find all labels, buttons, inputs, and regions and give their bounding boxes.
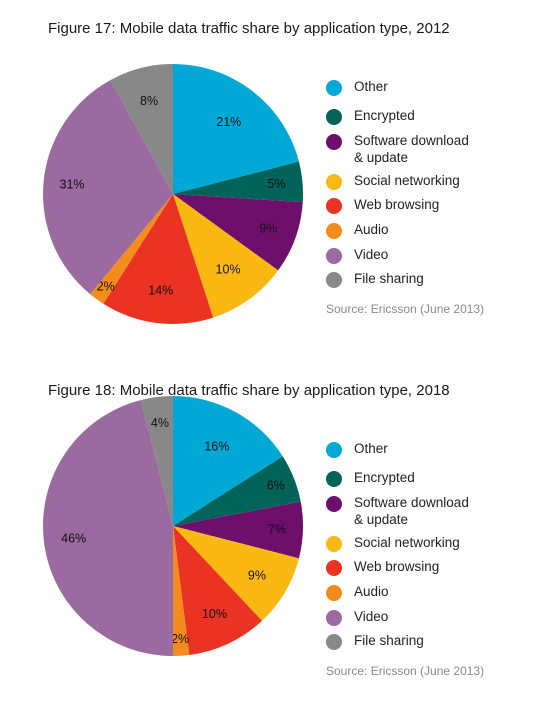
legend-label: Social networking: [354, 173, 460, 188]
legend-swatch: [326, 109, 342, 125]
source-note: Source: Ericsson (June 2013): [326, 664, 485, 678]
legend-label: File sharing: [354, 271, 424, 286]
pie-slice-audio: [173, 526, 190, 656]
pie-chart: 21% 5% 9% 10% 14% 2% 31% 8%: [42, 64, 303, 324]
slice-label-software-download: 7%: [268, 522, 286, 536]
pie-slice-other: [173, 64, 299, 194]
pie-slice-video: [42, 400, 174, 656]
legend-swatch: [326, 174, 342, 190]
source-note: Source: Ericsson (June 2013): [326, 302, 485, 316]
legend-item-software-download: Software download & update: [326, 494, 469, 528]
legend-label: File sharing: [354, 633, 424, 648]
pie-slice-encrypted: [173, 456, 301, 526]
legend-item-social-networking: Social networking: [326, 534, 460, 552]
slice-label-video: 31%: [60, 177, 85, 191]
legend-swatch: [326, 80, 342, 96]
legend-swatch: [326, 560, 342, 576]
pie-slice-file-sharing: [110, 64, 173, 194]
pie-chart: 16% 6% 7% 9% 10% 2% 46% 4%: [42, 396, 303, 656]
pie-slice-social-networking: [173, 526, 299, 621]
legend-item-audio: Audio: [326, 583, 389, 601]
legend-label: Video: [354, 247, 389, 262]
slice-label-audio: 2%: [171, 632, 189, 646]
legend-item-other: Other: [326, 440, 388, 458]
legend-label: Audio: [354, 584, 389, 599]
legend-item-social-networking: Social networking: [326, 172, 460, 190]
pie-slice-web-browsing: [173, 526, 262, 655]
slice-label-video: 46%: [61, 532, 86, 546]
legend-swatch: [326, 471, 342, 487]
legend-label: Encrypted: [354, 108, 415, 123]
legend-label: Other: [354, 79, 388, 94]
pie-slice-social-networking: [173, 194, 279, 318]
legend-item-web-browsing: Web browsing: [326, 558, 439, 576]
slice-label-file-sharing: 4%: [151, 416, 169, 430]
legend-item-other: Other: [326, 78, 388, 96]
slice-label-social-networking: 10%: [216, 263, 241, 277]
legend-swatch: [326, 223, 342, 239]
legend-item-video: Video: [326, 608, 388, 626]
legend-swatch: [326, 536, 342, 552]
chart-title: Figure 18: Mobile data traffic share by …: [48, 382, 450, 399]
legend-label: Encrypted: [354, 470, 415, 485]
legend-item-encrypted: Encrypted: [326, 469, 415, 487]
legend-item-file-sharing: File sharing: [326, 270, 424, 288]
legend-swatch: [326, 134, 342, 150]
legend-swatch: [326, 610, 342, 626]
legend-swatch: [326, 442, 342, 458]
slice-label-encrypted: 5%: [267, 177, 285, 191]
pie-slice-other: [173, 396, 283, 526]
pie-slice-encrypted: [173, 161, 303, 203]
slice-label-social-networking: 9%: [248, 569, 266, 583]
pie-slice-audio: [90, 194, 173, 304]
legend-label: Software download & update: [354, 133, 469, 165]
legend-item-web-browsing: Web browsing: [326, 196, 439, 214]
slice-label-file-sharing: 8%: [140, 94, 158, 108]
slice-label-web-browsing: 10%: [202, 607, 227, 621]
legend-swatch: [326, 198, 342, 214]
slice-label-web-browsing: 14%: [148, 284, 173, 298]
slice-label-other: 16%: [204, 439, 229, 453]
legend-swatch: [326, 272, 342, 288]
legend-swatch: [326, 634, 342, 650]
legend-label: Web browsing: [354, 197, 440, 212]
legend-label: Social networking: [354, 535, 460, 550]
legend-item-file-sharing: File sharing: [326, 632, 424, 650]
pie-slice-software-download: [173, 194, 303, 271]
pie-slice-web-browsing: [103, 194, 214, 324]
legend-label: Web browsing: [354, 559, 440, 574]
legend-label: Video: [354, 609, 389, 624]
slice-label-other: 21%: [216, 115, 241, 129]
chart-title: Figure 17: Mobile data traffic share by …: [48, 20, 450, 37]
legend-label: Other: [354, 441, 388, 456]
legend-swatch: [326, 585, 342, 601]
slice-label-software-download: 9%: [259, 221, 277, 235]
pie-slice-file-sharing: [140, 396, 173, 526]
legend-item-video: Video: [326, 246, 388, 264]
slice-label-audio: 2%: [97, 280, 115, 294]
pie-slice-software-download: [173, 501, 303, 559]
slice-label-encrypted: 6%: [267, 478, 285, 492]
pie-slice-video: [42, 80, 173, 295]
legend-swatch: [326, 496, 342, 512]
legend-label: Audio: [354, 222, 389, 237]
legend-label: Software download & update: [354, 495, 469, 527]
legend-item-audio: Audio: [326, 221, 389, 239]
legend-item-software-download: Software download & update: [326, 132, 469, 166]
legend-item-encrypted: Encrypted: [326, 107, 415, 125]
legend-swatch: [326, 248, 342, 264]
